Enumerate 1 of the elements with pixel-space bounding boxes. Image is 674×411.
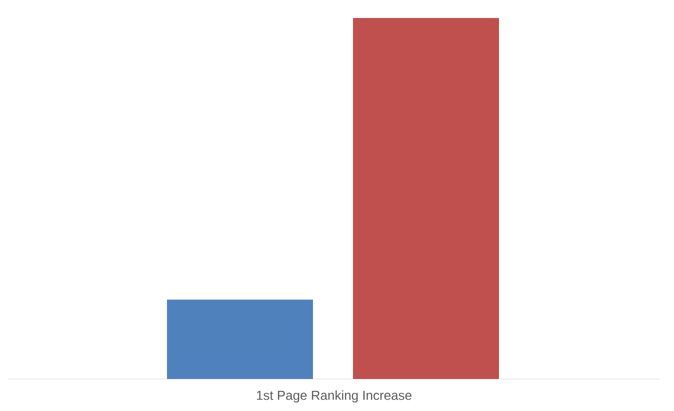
x-axis-title: 1st Page Ranking Increase <box>256 390 412 402</box>
